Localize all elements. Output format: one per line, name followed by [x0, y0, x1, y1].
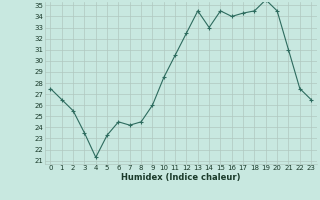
X-axis label: Humidex (Indice chaleur): Humidex (Indice chaleur) [121, 173, 241, 182]
